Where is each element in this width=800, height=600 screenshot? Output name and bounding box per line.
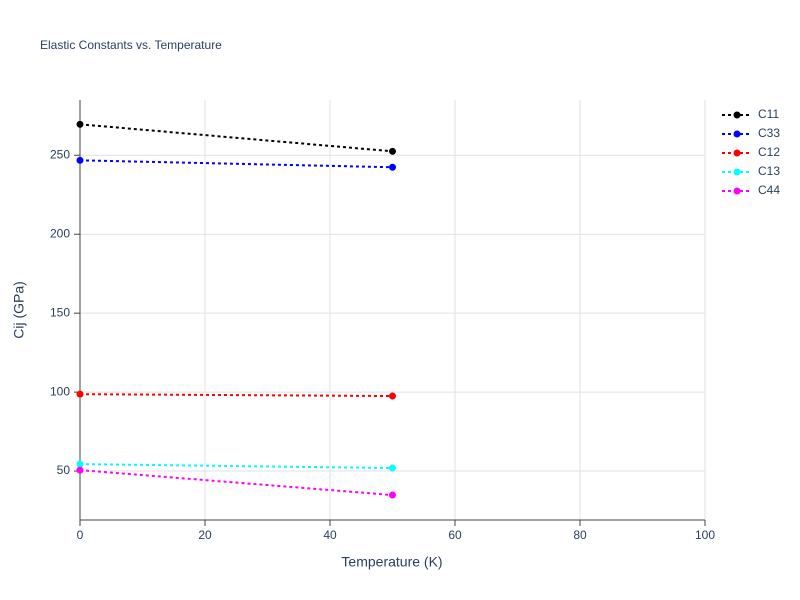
series-line <box>79 393 393 398</box>
series-line <box>79 159 393 169</box>
data-point <box>389 163 396 171</box>
legend-label: C11 <box>758 107 779 121</box>
data-point <box>389 392 396 400</box>
data-point <box>76 390 84 398</box>
x-tick-label: 80 <box>573 528 587 542</box>
legend-label: C33 <box>758 126 780 140</box>
y-tick-label: 150 <box>50 305 70 319</box>
x-tick-label: 0 <box>77 528 84 542</box>
x-tick-label: 100 <box>695 528 715 542</box>
y-tick-label: 200 <box>50 226 70 240</box>
series-line <box>79 463 393 470</box>
data-point <box>76 120 84 128</box>
x-tick-label: 20 <box>198 528 212 542</box>
x-axis-title: Temperature (K) <box>341 554 442 570</box>
data-point <box>76 156 84 164</box>
series-line <box>79 123 393 153</box>
data-point <box>76 460 84 468</box>
legend-marker <box>733 168 741 176</box>
legend-marker <box>733 111 741 119</box>
legend-label: C12 <box>758 145 780 159</box>
y-axis-title: Cij (GPa) <box>11 281 27 339</box>
y-tick-label: 100 <box>50 384 70 398</box>
data-point <box>389 464 396 472</box>
series-line <box>79 469 393 497</box>
data-point <box>76 466 84 474</box>
data-point <box>389 147 396 155</box>
data-point <box>389 491 396 499</box>
chart-title: Elastic Constants vs. Temperature <box>40 38 222 52</box>
legend-marker <box>733 130 741 138</box>
legend-label: C44 <box>758 183 780 197</box>
x-tick-label: 60 <box>448 528 462 542</box>
x-tick-label: 40 <box>323 528 337 542</box>
legend-marker <box>733 149 741 157</box>
y-tick-label: 250 <box>50 147 70 161</box>
y-tick-label: 50 <box>57 463 71 477</box>
legend-label: C13 <box>758 164 780 178</box>
legend-marker <box>733 187 741 195</box>
